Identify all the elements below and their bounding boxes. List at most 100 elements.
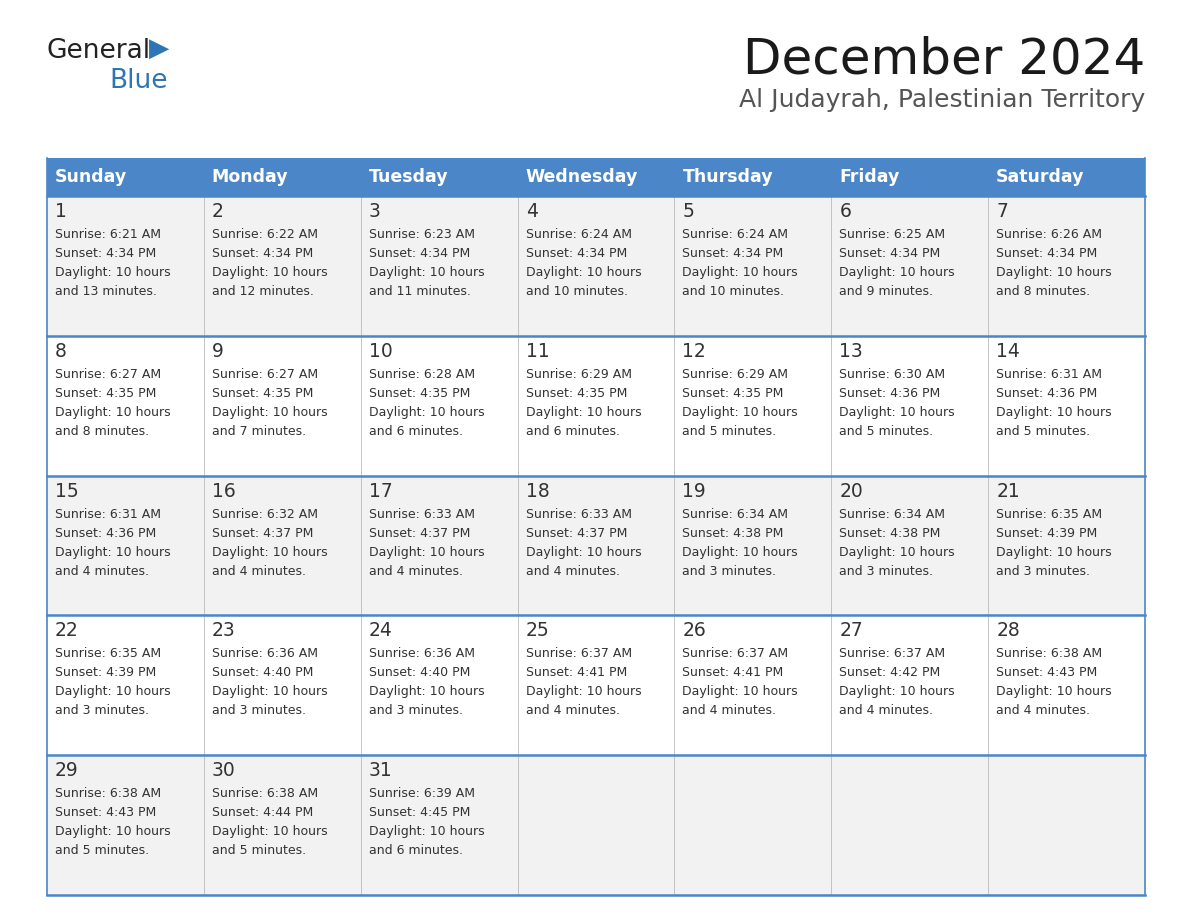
Text: 8: 8 — [55, 341, 67, 361]
Text: and 8 minutes.: and 8 minutes. — [55, 425, 150, 438]
Text: General: General — [48, 38, 151, 64]
Text: Daylight: 10 hours: Daylight: 10 hours — [997, 406, 1112, 419]
Text: and 4 minutes.: and 4 minutes. — [55, 565, 148, 577]
Text: and 6 minutes.: and 6 minutes. — [368, 425, 462, 438]
Text: Sunrise: 6:31 AM: Sunrise: 6:31 AM — [997, 368, 1102, 381]
Text: Sunset: 4:45 PM: Sunset: 4:45 PM — [368, 806, 470, 819]
Text: 6: 6 — [839, 202, 851, 221]
Text: 31: 31 — [368, 761, 392, 780]
Text: Daylight: 10 hours: Daylight: 10 hours — [997, 266, 1112, 279]
Bar — [832, 196, 988, 336]
Text: and 3 minutes.: and 3 minutes. — [368, 704, 462, 717]
Text: Daylight: 10 hours: Daylight: 10 hours — [525, 266, 642, 279]
Text: and 5 minutes.: and 5 minutes. — [839, 425, 934, 438]
Bar — [675, 615, 832, 756]
Text: 28: 28 — [997, 621, 1019, 641]
Text: and 7 minutes.: and 7 minutes. — [211, 425, 307, 438]
Bar — [675, 336, 832, 476]
Text: December 2024: December 2024 — [742, 35, 1145, 83]
Text: Daylight: 10 hours: Daylight: 10 hours — [682, 686, 798, 699]
Text: 3: 3 — [368, 202, 380, 221]
Text: Sunrise: 6:26 AM: Sunrise: 6:26 AM — [997, 228, 1102, 241]
Bar — [204, 196, 361, 336]
Text: ▶: ▶ — [148, 36, 169, 62]
Bar — [675, 196, 832, 336]
Text: and 4 minutes.: and 4 minutes. — [211, 565, 305, 577]
Text: Sunrise: 6:32 AM: Sunrise: 6:32 AM — [211, 508, 318, 521]
Text: Sunrise: 6:34 AM: Sunrise: 6:34 AM — [682, 508, 789, 521]
Text: Sunset: 4:44 PM: Sunset: 4:44 PM — [211, 806, 314, 819]
Text: Sunset: 4:39 PM: Sunset: 4:39 PM — [997, 527, 1098, 540]
Text: Sunrise: 6:29 AM: Sunrise: 6:29 AM — [682, 368, 789, 381]
Text: Sunset: 4:35 PM: Sunset: 4:35 PM — [55, 386, 157, 400]
Text: and 10 minutes.: and 10 minutes. — [525, 285, 627, 298]
Text: and 5 minutes.: and 5 minutes. — [997, 425, 1091, 438]
Text: Sunset: 4:39 PM: Sunset: 4:39 PM — [55, 666, 157, 679]
Text: and 8 minutes.: and 8 minutes. — [997, 285, 1091, 298]
Text: Sunset: 4:36 PM: Sunset: 4:36 PM — [997, 386, 1098, 400]
Text: Daylight: 10 hours: Daylight: 10 hours — [682, 545, 798, 558]
Bar — [204, 615, 361, 756]
Text: and 4 minutes.: and 4 minutes. — [682, 704, 777, 717]
Text: Daylight: 10 hours: Daylight: 10 hours — [55, 686, 171, 699]
Text: and 6 minutes.: and 6 minutes. — [525, 425, 620, 438]
Bar — [204, 756, 361, 895]
Text: 12: 12 — [682, 341, 706, 361]
Text: Sunrise: 6:28 AM: Sunrise: 6:28 AM — [368, 368, 475, 381]
Text: Sunday: Sunday — [55, 168, 127, 186]
Text: Sunrise: 6:38 AM: Sunrise: 6:38 AM — [55, 788, 162, 800]
Text: Sunrise: 6:37 AM: Sunrise: 6:37 AM — [839, 647, 946, 660]
Text: 16: 16 — [211, 482, 235, 500]
Text: Sunset: 4:35 PM: Sunset: 4:35 PM — [211, 386, 314, 400]
Text: Sunrise: 6:25 AM: Sunrise: 6:25 AM — [839, 228, 946, 241]
Text: Sunset: 4:43 PM: Sunset: 4:43 PM — [55, 806, 157, 819]
Text: 13: 13 — [839, 341, 862, 361]
Bar — [518, 756, 675, 895]
Text: Sunset: 4:34 PM: Sunset: 4:34 PM — [211, 247, 314, 260]
Text: and 4 minutes.: and 4 minutes. — [997, 704, 1091, 717]
Bar — [361, 196, 518, 336]
Text: Sunset: 4:35 PM: Sunset: 4:35 PM — [368, 386, 470, 400]
Bar — [988, 336, 1145, 476]
Text: Daylight: 10 hours: Daylight: 10 hours — [839, 545, 955, 558]
Text: 5: 5 — [682, 202, 694, 221]
Text: and 4 minutes.: and 4 minutes. — [525, 565, 620, 577]
Text: 7: 7 — [997, 202, 1007, 221]
Bar — [361, 336, 518, 476]
Text: Daylight: 10 hours: Daylight: 10 hours — [997, 545, 1112, 558]
Text: Daylight: 10 hours: Daylight: 10 hours — [368, 686, 485, 699]
Text: Sunset: 4:34 PM: Sunset: 4:34 PM — [368, 247, 470, 260]
Text: Daylight: 10 hours: Daylight: 10 hours — [211, 825, 328, 838]
Text: Blue: Blue — [109, 68, 168, 94]
Text: Sunrise: 6:30 AM: Sunrise: 6:30 AM — [839, 368, 946, 381]
Text: Daylight: 10 hours: Daylight: 10 hours — [211, 545, 328, 558]
Bar — [361, 615, 518, 756]
Text: Sunrise: 6:24 AM: Sunrise: 6:24 AM — [525, 228, 632, 241]
Text: 11: 11 — [525, 341, 549, 361]
Text: Sunset: 4:38 PM: Sunset: 4:38 PM — [682, 527, 784, 540]
Text: 2: 2 — [211, 202, 223, 221]
Bar — [518, 615, 675, 756]
Text: 26: 26 — [682, 621, 706, 641]
Text: Sunrise: 6:22 AM: Sunrise: 6:22 AM — [211, 228, 318, 241]
Text: 10: 10 — [368, 341, 392, 361]
Bar — [518, 336, 675, 476]
Bar — [361, 756, 518, 895]
Text: Sunset: 4:40 PM: Sunset: 4:40 PM — [368, 666, 470, 679]
Bar — [988, 615, 1145, 756]
Bar — [48, 158, 1145, 196]
Text: Daylight: 10 hours: Daylight: 10 hours — [997, 686, 1112, 699]
Bar — [832, 336, 988, 476]
Text: and 6 minutes.: and 6 minutes. — [368, 845, 462, 857]
Text: Sunrise: 6:35 AM: Sunrise: 6:35 AM — [997, 508, 1102, 521]
Text: Daylight: 10 hours: Daylight: 10 hours — [55, 406, 171, 419]
Bar — [48, 756, 204, 895]
Text: and 3 minutes.: and 3 minutes. — [55, 704, 148, 717]
Text: Sunrise: 6:36 AM: Sunrise: 6:36 AM — [368, 647, 475, 660]
Text: and 5 minutes.: and 5 minutes. — [55, 845, 150, 857]
Text: and 4 minutes.: and 4 minutes. — [525, 704, 620, 717]
Text: Sunset: 4:34 PM: Sunset: 4:34 PM — [839, 247, 941, 260]
Text: Daylight: 10 hours: Daylight: 10 hours — [55, 266, 171, 279]
Text: Daylight: 10 hours: Daylight: 10 hours — [525, 686, 642, 699]
Bar — [675, 756, 832, 895]
